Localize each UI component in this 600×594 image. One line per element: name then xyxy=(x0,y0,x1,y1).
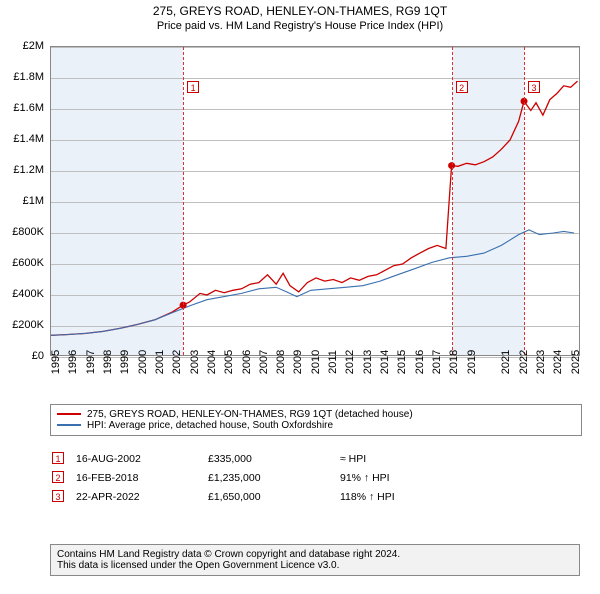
sale-row: 3 22-APR-2022£1,650,000118% ↑ HPI xyxy=(52,488,405,505)
legend-swatch xyxy=(57,424,81,426)
sale-price: £335,000 xyxy=(208,450,338,467)
sale-row: 2 16-FEB-2018£1,235,00091% ↑ HPI xyxy=(52,469,405,486)
sale-marker-line xyxy=(452,47,453,355)
x-tick-label: 2019 xyxy=(466,350,478,374)
y-tick-label: £600K xyxy=(0,257,44,269)
sale-row-marker: 3 xyxy=(52,490,64,502)
sale-date: 16-AUG-2002 xyxy=(76,450,206,467)
x-tick-label: 2002 xyxy=(171,350,183,374)
y-tick-label: £1.4M xyxy=(0,133,44,145)
y-tick-label: £1M xyxy=(0,195,44,207)
sales-table: 1 16-AUG-2002£335,000≈ HPI 2 16-FEB-2018£1,… xyxy=(50,448,580,507)
x-tick-label: 2021 xyxy=(500,350,512,374)
sale-marker-label: 3 xyxy=(528,81,540,93)
sale-marker-line xyxy=(524,47,525,355)
x-tick-label: 2001 xyxy=(154,350,166,374)
x-tick-label: 2011 xyxy=(327,350,339,374)
x-tick-label: 2003 xyxy=(189,350,201,374)
y-tick-label: £800K xyxy=(0,226,44,238)
y-tick-label: £0 xyxy=(0,350,44,362)
series-hpi xyxy=(51,230,574,335)
sale-price: £1,235,000 xyxy=(208,469,338,486)
series-price xyxy=(51,81,578,335)
x-tick-label: 1996 xyxy=(67,350,79,374)
chart-title-2: Price paid vs. HM Land Registry's House … xyxy=(0,20,600,32)
y-tick-label: £1.2M xyxy=(0,164,44,176)
x-tick-label: 2017 xyxy=(431,350,443,374)
legend: 275, GREYS ROAD, HENLEY-ON-THAMES, RG9 1… xyxy=(50,404,582,436)
footer-attribution: Contains HM Land Registry data © Crown c… xyxy=(50,544,580,576)
sale-row-marker: 1 xyxy=(52,452,64,464)
x-tick-label: 2013 xyxy=(362,350,374,374)
x-tick-label: 2007 xyxy=(258,350,270,374)
sale-vs-hpi: 118% ↑ HPI xyxy=(340,488,405,505)
x-tick-label: 2023 xyxy=(535,350,547,374)
footer-line-2: This data is licensed under the Open Gov… xyxy=(57,560,573,571)
legend-swatch xyxy=(57,413,81,415)
sale-date: 22-APR-2022 xyxy=(76,488,206,505)
x-tick-label: 2006 xyxy=(241,350,253,374)
sale-date: 16-FEB-2018 xyxy=(76,469,206,486)
legend-label: 275, GREYS ROAD, HENLEY-ON-THAMES, RG9 1… xyxy=(87,409,413,420)
x-tick-label: 1997 xyxy=(85,350,97,374)
x-tick-label: 1995 xyxy=(50,350,62,374)
x-tick-label: 2009 xyxy=(292,350,304,374)
x-tick-label: 2010 xyxy=(310,350,322,374)
legend-label: HPI: Average price, detached house, Sout… xyxy=(87,420,333,431)
sale-marker-label: 2 xyxy=(456,81,468,93)
sale-vs-hpi: 91% ↑ HPI xyxy=(340,469,405,486)
y-tick-label: £400K xyxy=(0,288,44,300)
y-tick-label: £1.6M xyxy=(0,102,44,114)
y-tick-label: £1.8M xyxy=(0,71,44,83)
x-tick-label: 2012 xyxy=(344,350,356,374)
x-tick-label: 2015 xyxy=(396,350,408,374)
legend-item: 275, GREYS ROAD, HENLEY-ON-THAMES, RG9 1… xyxy=(57,409,575,420)
x-tick-label: 2004 xyxy=(206,350,218,374)
x-tick-label: 1998 xyxy=(102,350,114,374)
x-tick-label: 2000 xyxy=(137,350,149,374)
sale-price: £1,650,000 xyxy=(208,488,338,505)
legend-item: HPI: Average price, detached house, Sout… xyxy=(57,420,575,431)
x-tick-label: 2024 xyxy=(552,350,564,374)
sale-marker-label: 1 xyxy=(187,81,199,93)
sale-marker-line xyxy=(183,47,184,355)
x-tick-label: 2005 xyxy=(223,350,235,374)
sale-row-marker: 2 xyxy=(52,471,64,483)
y-tick-label: £2M xyxy=(0,40,44,52)
x-tick-label: 2025 xyxy=(570,350,582,374)
x-tick-label: 1999 xyxy=(119,350,131,374)
x-tick-label: 2016 xyxy=(414,350,426,374)
sale-row: 1 16-AUG-2002£335,000≈ HPI xyxy=(52,450,405,467)
x-tick-label: 2014 xyxy=(379,350,391,374)
x-tick-label: 2008 xyxy=(275,350,287,374)
y-tick-label: £200K xyxy=(0,319,44,331)
chart-plot-area: 1 2 3 xyxy=(50,46,580,356)
x-tick-label: 2018 xyxy=(448,350,460,374)
sale-vs-hpi: ≈ HPI xyxy=(340,450,405,467)
footer-line-1: Contains HM Land Registry data © Crown c… xyxy=(57,549,573,560)
chart-title-1: 275, GREYS ROAD, HENLEY-ON-THAMES, RG9 1… xyxy=(0,4,600,18)
x-tick-label: 2022 xyxy=(518,350,530,374)
